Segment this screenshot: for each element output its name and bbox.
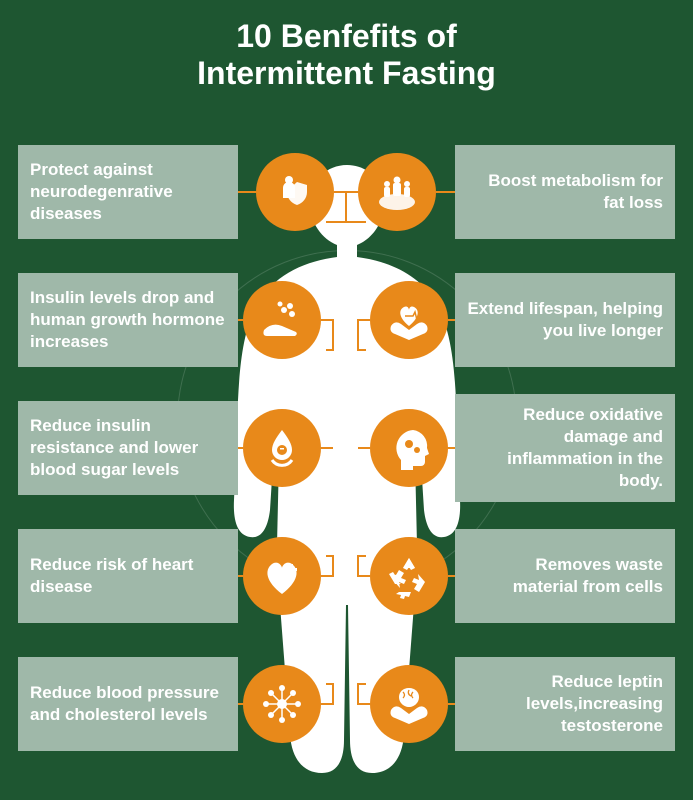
benefit-card-left-1: Insulin levels drop and human growth hor…: [18, 273, 238, 367]
title-line2: Intermittent Fasting: [197, 55, 496, 91]
benefit-card-left-3: Reduce risk of heart disease: [18, 529, 238, 623]
benefit-card-right-0: Boost metabolism for fat loss: [455, 145, 675, 239]
benefit-card-right-3: Removes waste material from cells: [455, 529, 675, 623]
benefit-card-right-4: Reduce leptin levels,increasing testoste…: [455, 657, 675, 751]
people-circle-icon: [358, 153, 436, 231]
molecule-icon: [243, 665, 321, 743]
blood-drop-icon: [243, 409, 321, 487]
title-line1: 10 Benfefits of: [236, 18, 456, 54]
benefit-card-right-2: Reduce oxidative damage and inflammation…: [455, 394, 675, 502]
hands-brain-icon: [370, 665, 448, 743]
heart-plus-icon: [243, 537, 321, 615]
benefit-card-left-2: Reduce insulin resistance and lower bloo…: [18, 401, 238, 495]
hand-pills-icon: [243, 281, 321, 359]
benefit-card-left-0: Protect against neurodegenrative disease…: [18, 145, 238, 239]
benefit-card-right-1: Extend lifespan, helping you live longer: [455, 273, 675, 367]
head-gears-icon: [370, 409, 448, 487]
page-title: 10 Benfefits of Intermittent Fasting: [0, 0, 693, 92]
recycle-icon: [370, 537, 448, 615]
benefit-card-left-4: Reduce blood pressure and cholesterol le…: [18, 657, 238, 751]
shield-person-icon: [256, 153, 334, 231]
hands-heart-icon: [370, 281, 448, 359]
